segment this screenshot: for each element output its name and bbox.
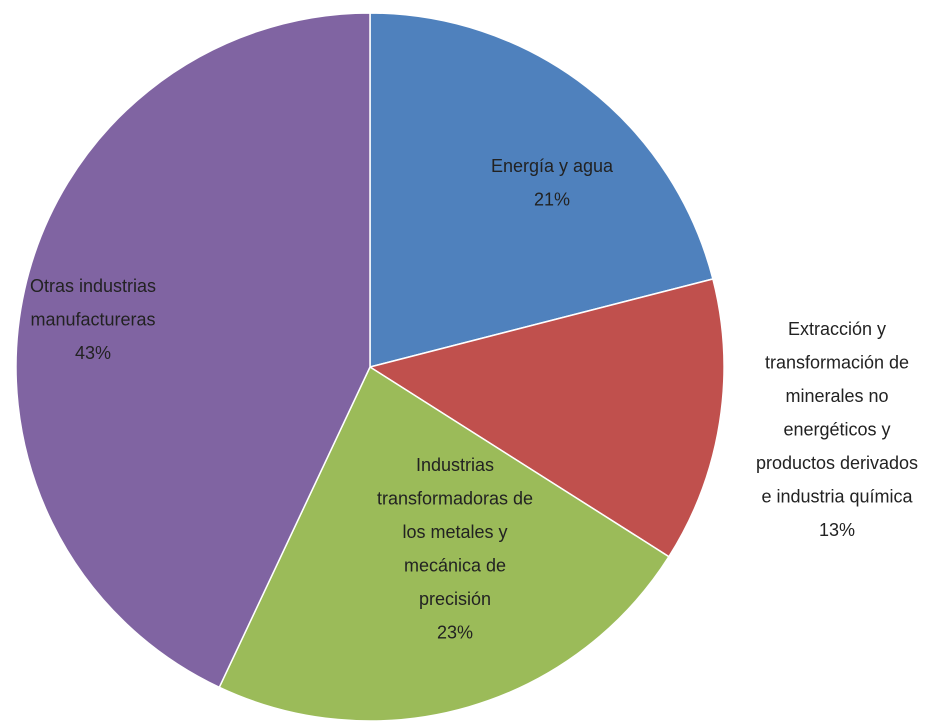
slice-label: Otras industrias manufactureras — [30, 276, 156, 330]
label-line: Extracción y — [788, 319, 886, 339]
label-line: Otras industrias — [30, 276, 156, 296]
slice-value-label: 43% — [75, 343, 111, 363]
label-line: precisión — [419, 589, 491, 609]
pie-slice — [368, 278, 725, 558]
slice-value-label: 21% — [534, 189, 570, 209]
label-line: manufactureras — [30, 309, 155, 329]
label-line: transformadoras de — [377, 488, 533, 508]
slice-label: Energía y agua — [491, 156, 614, 176]
slice-label: Industrias transformadoras de los metales … — [377, 455, 533, 609]
pie-slice — [218, 365, 670, 721]
slice-label: Extracción y transformación de minerales n… — [756, 319, 918, 507]
label-line: Industrias — [416, 455, 494, 475]
slice-value-label: 13% — [819, 520, 855, 540]
pie-slice — [369, 12, 714, 368]
label-line: e industria química — [761, 486, 913, 506]
label-line: energéticos y — [783, 419, 890, 439]
label-line: mecánica de — [404, 555, 506, 575]
label-line: minerales no — [785, 386, 888, 406]
label-line: los metales y — [402, 522, 507, 542]
slice-value-label: 23% — [437, 622, 473, 642]
label-line: transformación de — [765, 352, 909, 372]
pie-slice — [15, 12, 371, 689]
label-line: Energía y agua — [491, 156, 614, 176]
label-line: productos derivados — [756, 453, 918, 473]
